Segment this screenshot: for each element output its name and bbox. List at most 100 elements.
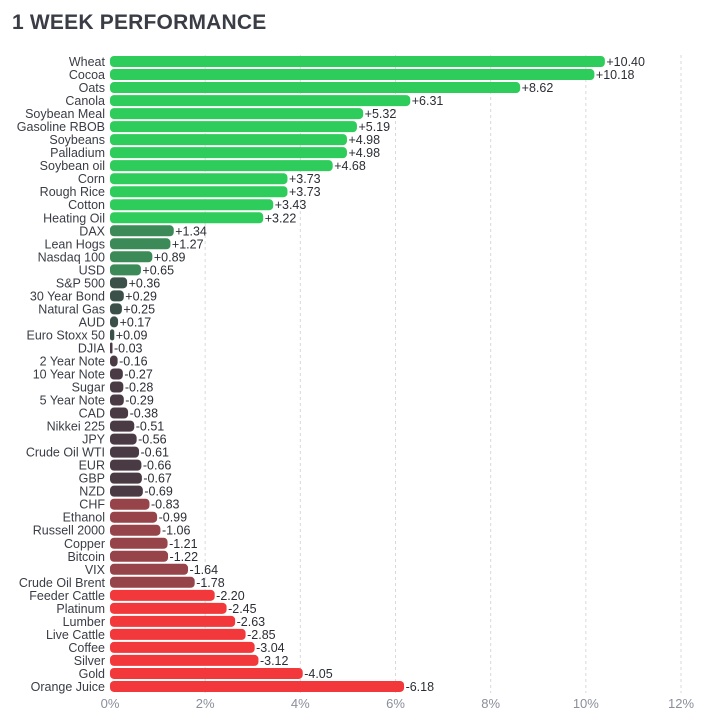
bar [110,212,264,224]
bar [110,199,274,211]
bar [110,524,161,536]
x-tick-label: 6% [386,696,405,711]
category-label: JPY [82,433,106,447]
category-label: CAD [79,407,105,421]
category-label: Natural Gas [38,302,105,316]
category-label: Copper [64,537,105,551]
value-label: -0.27 [124,367,153,381]
value-labels: +10.40+10.18+8.62+6.31+5.32+5.19+4.98+4.… [114,55,645,694]
bar [110,368,123,380]
value-label: +6.31 [412,94,444,108]
value-label: +3.73 [289,172,321,186]
category-label: USD [79,263,105,277]
value-label: +4.98 [348,133,380,147]
value-label: +10.18 [596,68,635,82]
value-label: -0.03 [114,341,143,355]
value-label: +3.73 [289,185,321,199]
category-label: Oats [79,81,105,95]
value-label: -1.06 [162,524,191,538]
category-label: Rough Rice [40,185,105,199]
value-label: +4.68 [334,159,366,173]
value-label: -0.38 [130,407,159,421]
bar [110,576,195,588]
category-label: Canola [65,94,105,108]
category-label: Russell 2000 [33,524,105,538]
category-label: Crude Oil Brent [19,576,106,590]
bar [110,459,142,471]
category-label: Palladium [50,146,105,160]
value-label: -4.05 [304,667,333,681]
bar [110,537,168,549]
bar [110,589,215,601]
category-label: Lumber [63,615,105,629]
category-label: Nasdaq 100 [38,250,105,264]
bar [110,264,141,276]
value-label: +5.19 [358,120,390,134]
value-label: +1.34 [175,224,207,238]
category-label: CHF [79,498,105,512]
bar [110,667,303,679]
value-label: +0.36 [129,276,161,290]
bar [110,147,347,159]
bar [110,173,288,185]
bar [110,433,137,445]
bar [110,394,124,406]
x-tick-label: 12% [668,696,694,711]
bar [110,680,405,692]
bar [110,225,174,237]
x-tick-label: 2% [196,696,215,711]
category-label: Cocoa [69,68,105,82]
grid-lines [204,55,682,693]
bar [110,303,122,315]
bar [110,95,411,107]
bar [110,56,605,68]
bar [110,407,129,419]
bar [110,654,259,666]
bar [110,290,124,302]
value-label: +0.09 [116,328,148,342]
bar [110,329,115,341]
category-label: 5 Year Note [40,394,105,408]
value-label: +0.89 [154,250,186,264]
category-label: Platinum [56,602,105,616]
value-label: +0.65 [142,263,174,277]
value-label: +3.22 [265,211,297,225]
bar [110,446,140,458]
bar [110,498,150,510]
category-label: Soybean oil [40,159,105,173]
x-axis-ticks: 0% 2% 4% 6% 8% 10% 12% [101,696,695,711]
category-label: NZD [79,485,105,499]
value-label: +0.17 [120,315,152,329]
category-label: VIX [85,563,106,577]
category-label: Bitcoin [67,550,105,564]
value-label: +0.29 [125,289,157,303]
value-label: -0.28 [125,381,154,395]
bar [110,251,153,263]
category-label: Heating Oil [43,211,105,225]
x-tick-label: 0% [101,696,120,711]
bar [110,563,189,575]
category-label: 30 Year Bond [30,289,105,303]
category-label: S&P 500 [56,276,105,290]
category-label: Gasoline RBOB [17,120,105,134]
value-label: -0.56 [138,433,167,447]
value-label: -3.04 [256,641,285,655]
value-label: -1.22 [170,550,199,564]
value-label: +4.98 [348,146,380,160]
value-label: -0.99 [159,511,188,525]
category-label: Coffee [68,641,105,655]
category-label: Cotton [68,198,105,212]
bar [110,82,521,94]
value-label: -0.51 [136,420,165,434]
bar [110,342,113,354]
category-label: Ethanol [63,511,105,525]
value-label: -2.20 [216,589,245,603]
value-label: -0.69 [144,485,173,499]
category-label: Gold [79,667,105,681]
category-label: DJIA [78,341,106,355]
bar [110,316,119,328]
bar [110,420,135,432]
value-label: -2.63 [237,615,266,629]
bar [110,485,143,497]
